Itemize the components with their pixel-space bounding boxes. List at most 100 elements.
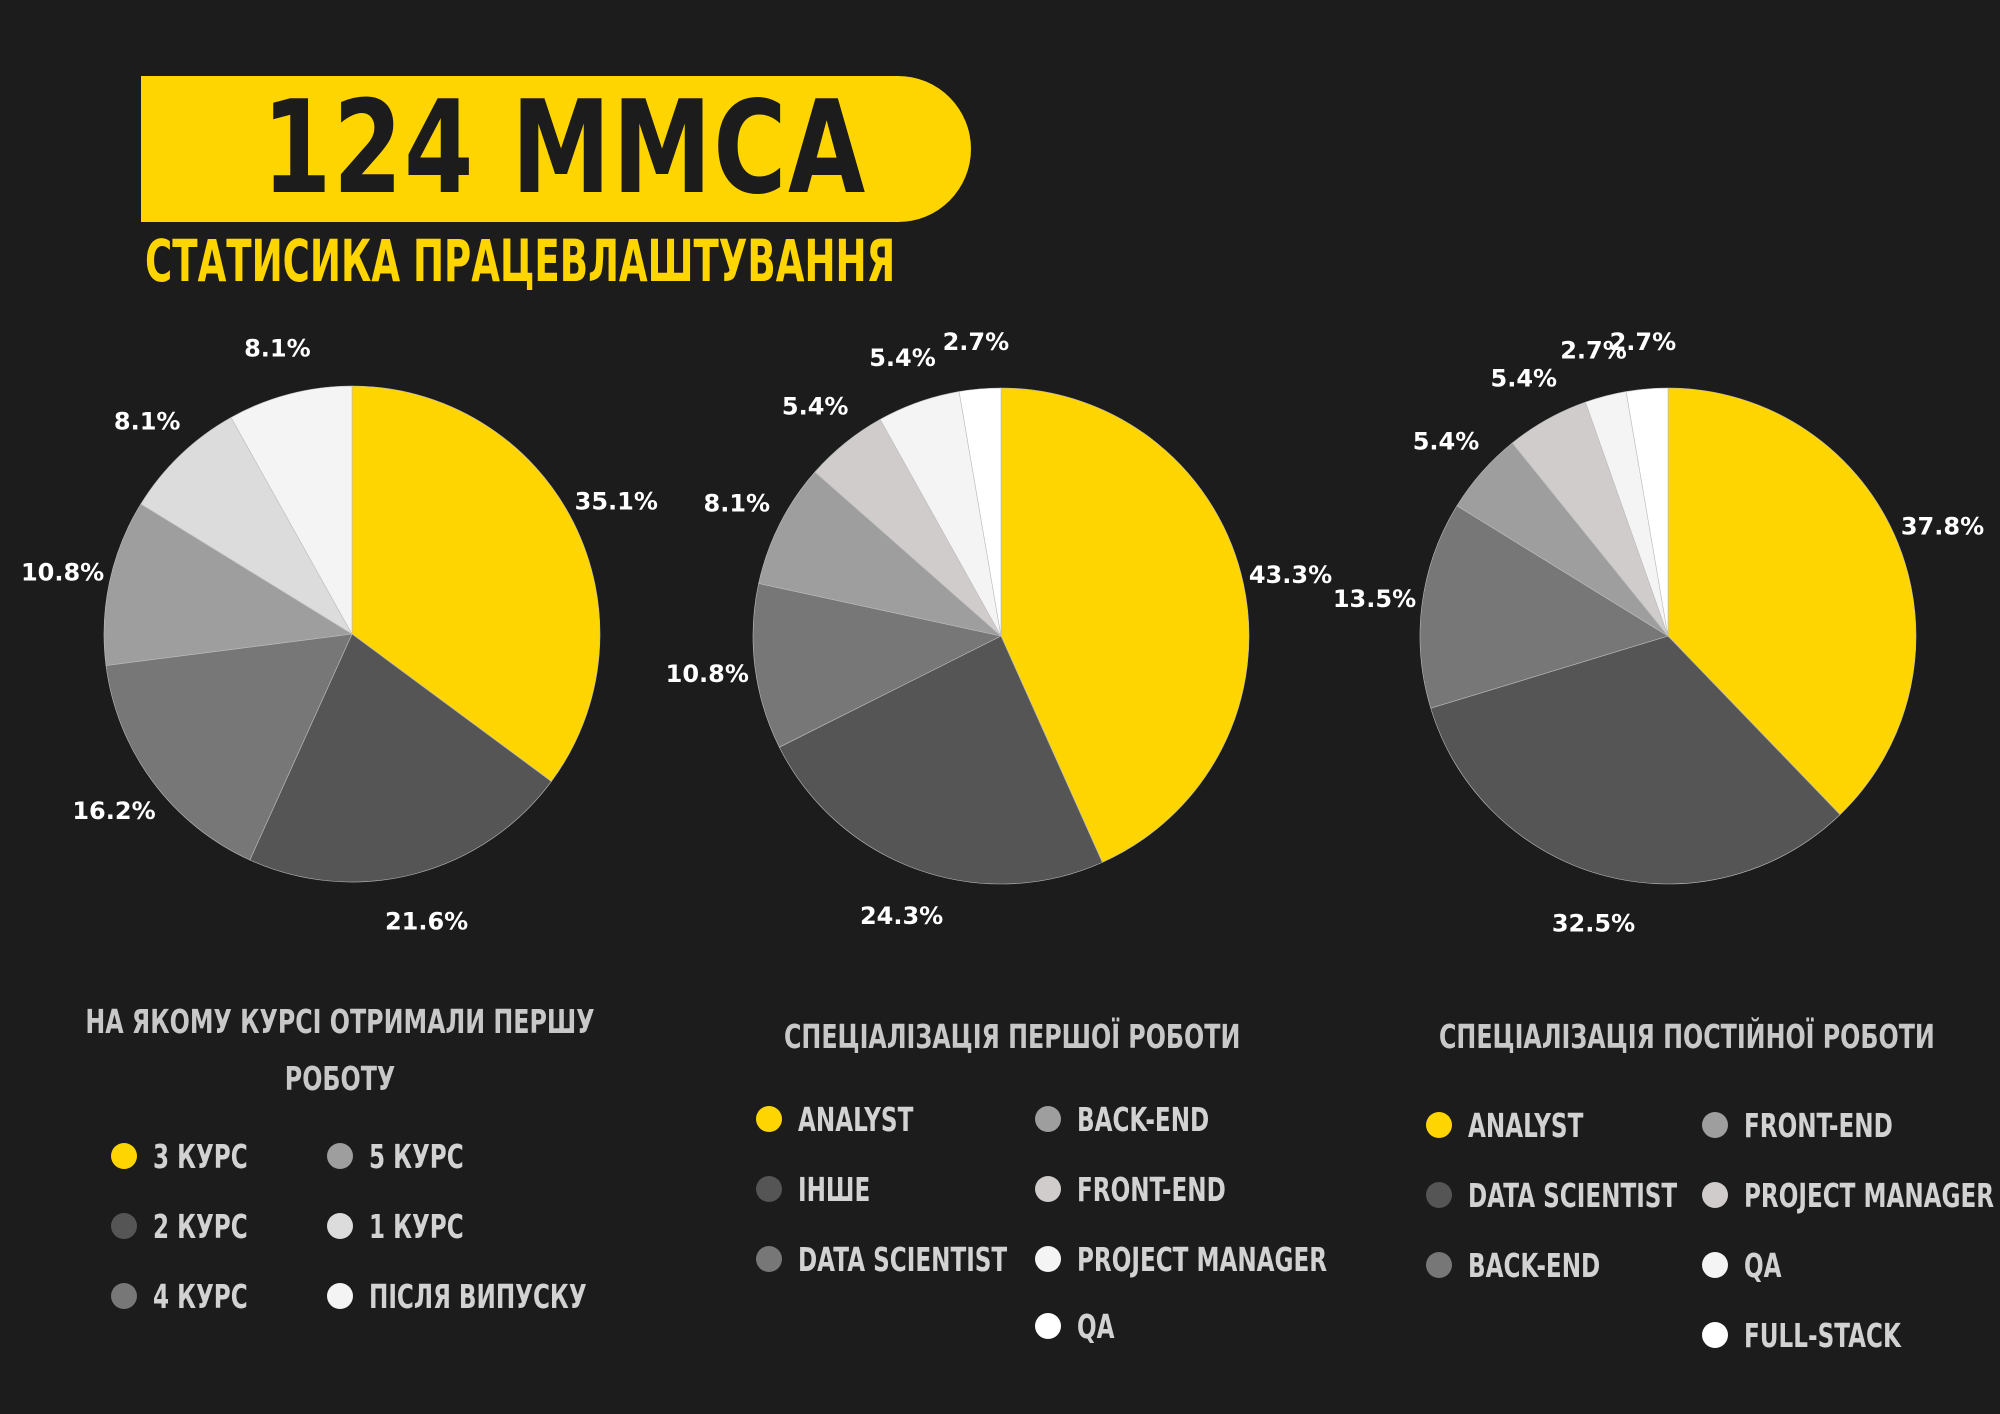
legend-label: 3 КУРС [153,1136,248,1176]
legend-3-item-3: BACK-END [1426,1245,1657,1285]
legend-2-item-6: PROJECT MANAGER [1035,1239,1434,1279]
pie-2-slice-4 [758,471,1003,637]
legend-dot-icon [1426,1252,1452,1278]
pie-1-label-2: 21.6% [385,907,468,935]
legend-3-item-2: DATA SCIENTIST [1426,1175,1767,1215]
legend-dot-icon [1426,1182,1452,1208]
legend-dot-icon [1035,1106,1061,1132]
legend-1-item-2: 2 КУРС [111,1206,288,1246]
pie-chart-1: 35.1% 21.6% 16.2% 10.8% 8.1% 8.1% [21,335,658,936]
legend-dot-icon [1702,1182,1728,1208]
pie-chart-2: 43.3%24.3%10.8%8.1%5.4%5.4%2.7% [666,328,1332,930]
legend-3-item-5: PROJECT MANAGER [1702,1175,2000,1215]
pie-2-label-2: 24.3% [860,902,943,930]
legend-label: 4 КУРС [153,1276,248,1316]
pie-2-label-4: 8.1% [704,489,771,517]
legend-2-item-1: ANALYST [756,1099,963,1139]
pie-1-label-6: 8.1% [244,335,311,363]
page-subtitle: СТАТИСИКА ПРАЦЕВЛАШТУВАННЯ [145,227,896,295]
page-title: 124 ММСА [262,74,867,223]
pie-1-label-1: 35.1% [575,488,658,516]
legend-2-item-2: ІНШЕ [756,1169,901,1209]
pie-3-slice-3 [1419,505,1669,709]
legend-dot-icon [111,1283,137,1309]
legend-label: QA [1077,1306,1115,1346]
pie-2-label-3: 10.8% [666,660,749,688]
legend-label: ПІСЛЯ ВИПУСКУ [369,1276,587,1316]
legend-3-item-7: FULL-STACK [1702,1315,1968,1355]
legend-dot-icon [111,1213,137,1239]
legend-label: 1 КУРС [369,1206,464,1246]
legend-dot-icon [1702,1112,1728,1138]
legend-dot-icon [1426,1112,1452,1138]
legend-3-item-1: ANALYST [1426,1105,1633,1145]
legend-label: 5 КУРС [369,1136,464,1176]
legend-dot-icon [756,1246,782,1272]
legend-3-item-4: FRONT-END [1702,1105,1957,1145]
legend-1-item-1: 3 КУРС [111,1136,288,1176]
legend-dot-icon [327,1213,353,1239]
legend-1-item-4: 5 КУРС [327,1136,504,1176]
pie-3-label-3: 13.5% [1333,585,1416,613]
pie-3-slice-1 [1667,387,1917,816]
legend-label: ANALYST [798,1099,914,1139]
legend-1-item-3: 4 КУРС [111,1276,288,1316]
legend-2-item-3: DATA SCIENTIST [756,1239,1097,1279]
legend-3-item-6: QA [1702,1245,1798,1285]
legend-dot-icon [1702,1252,1728,1278]
legend-1-item-5: 1 КУРС [327,1206,504,1246]
legend-label: BACK-END [1077,1099,1210,1139]
pie-1-label-3: 16.2% [72,797,155,825]
pie-1-label-4: 10.8% [21,559,104,587]
legend-label: FULL-STACK [1744,1315,1901,1355]
pie-3-label-5: 5.4% [1491,365,1558,393]
legend-dot-icon [1035,1246,1061,1272]
pie-1-slice-2 [249,633,552,883]
pie-1-label-5: 8.1% [114,407,181,435]
pie-3-label-7: 2.7% [1610,328,1677,356]
pie-2-label-6: 5.4% [869,344,936,372]
legend-label: PROJECT MANAGER [1077,1239,1328,1279]
legend-label: ANALYST [1468,1105,1584,1145]
legend-label: DATA SCIENTIST [798,1239,1008,1279]
legend-label: PROJECT MANAGER [1744,1175,1995,1215]
pie-2-label-7: 2.7% [943,328,1010,356]
pie-1-slice-5 [140,417,353,635]
legend-dot-icon [327,1143,353,1169]
legend-dot-icon [1702,1322,1728,1348]
pie-3-label-1: 37.8% [1901,512,1984,540]
pie-3-slice-2 [1430,635,1841,885]
pie-2-label-5: 5.4% [782,393,849,421]
chart-2-title: СПЕЦІАЛІЗАЦІЯ ПЕРШОЇ РОБОТИ [784,1017,1241,1056]
legend-dot-icon [327,1283,353,1309]
legend-dot-icon [756,1106,782,1132]
pie-3-label-6: 2.7% [1560,337,1627,365]
legend-label: QA [1744,1245,1782,1285]
legend-label: FRONT-END [1077,1169,1226,1209]
pie-2-slice-1 [1000,387,1250,863]
legend-dot-icon [1035,1313,1061,1339]
chart-1-title: НА ЯКОМУ КУРСІ ОТРИМАЛИ ПЕРШУ РОБОТУ [85,1002,595,1098]
pie-1-slice-1 [351,385,601,782]
legend-2-item-4: BACK-END [1035,1099,1266,1139]
pie-2-slice-3 [752,583,1002,748]
legend-2-item-5: FRONT-END [1035,1169,1290,1209]
legend-1-item-6: ПІСЛЯ ВИПУСКУ [327,1276,680,1316]
legend-label: BACK-END [1468,1245,1601,1285]
pie-2-label-1: 43.3% [1249,561,1332,589]
legend-label: 2 КУРС [153,1206,248,1246]
pie-3-slice-7 [1625,387,1669,637]
pie-1-slice-4 [103,503,353,666]
legend-2-item-7: QA [1035,1306,1131,1346]
legend-dot-icon [1035,1176,1061,1202]
pie-1-slice-6 [230,385,353,636]
pie-1-slice-3 [105,633,353,861]
chart-3-title: СПЕЦІАЛІЗАЦІЯ ПОСТІЙНОЇ РОБОТИ [1439,1017,1935,1056]
title-banner [141,76,971,222]
legend-dot-icon [756,1176,782,1202]
legend-label: DATA SCIENTIST [1468,1175,1678,1215]
pie-3-label-4: 5.4% [1413,427,1480,455]
pie-2-slice-7 [958,387,1002,637]
pie-2-slice-2 [778,635,1103,885]
